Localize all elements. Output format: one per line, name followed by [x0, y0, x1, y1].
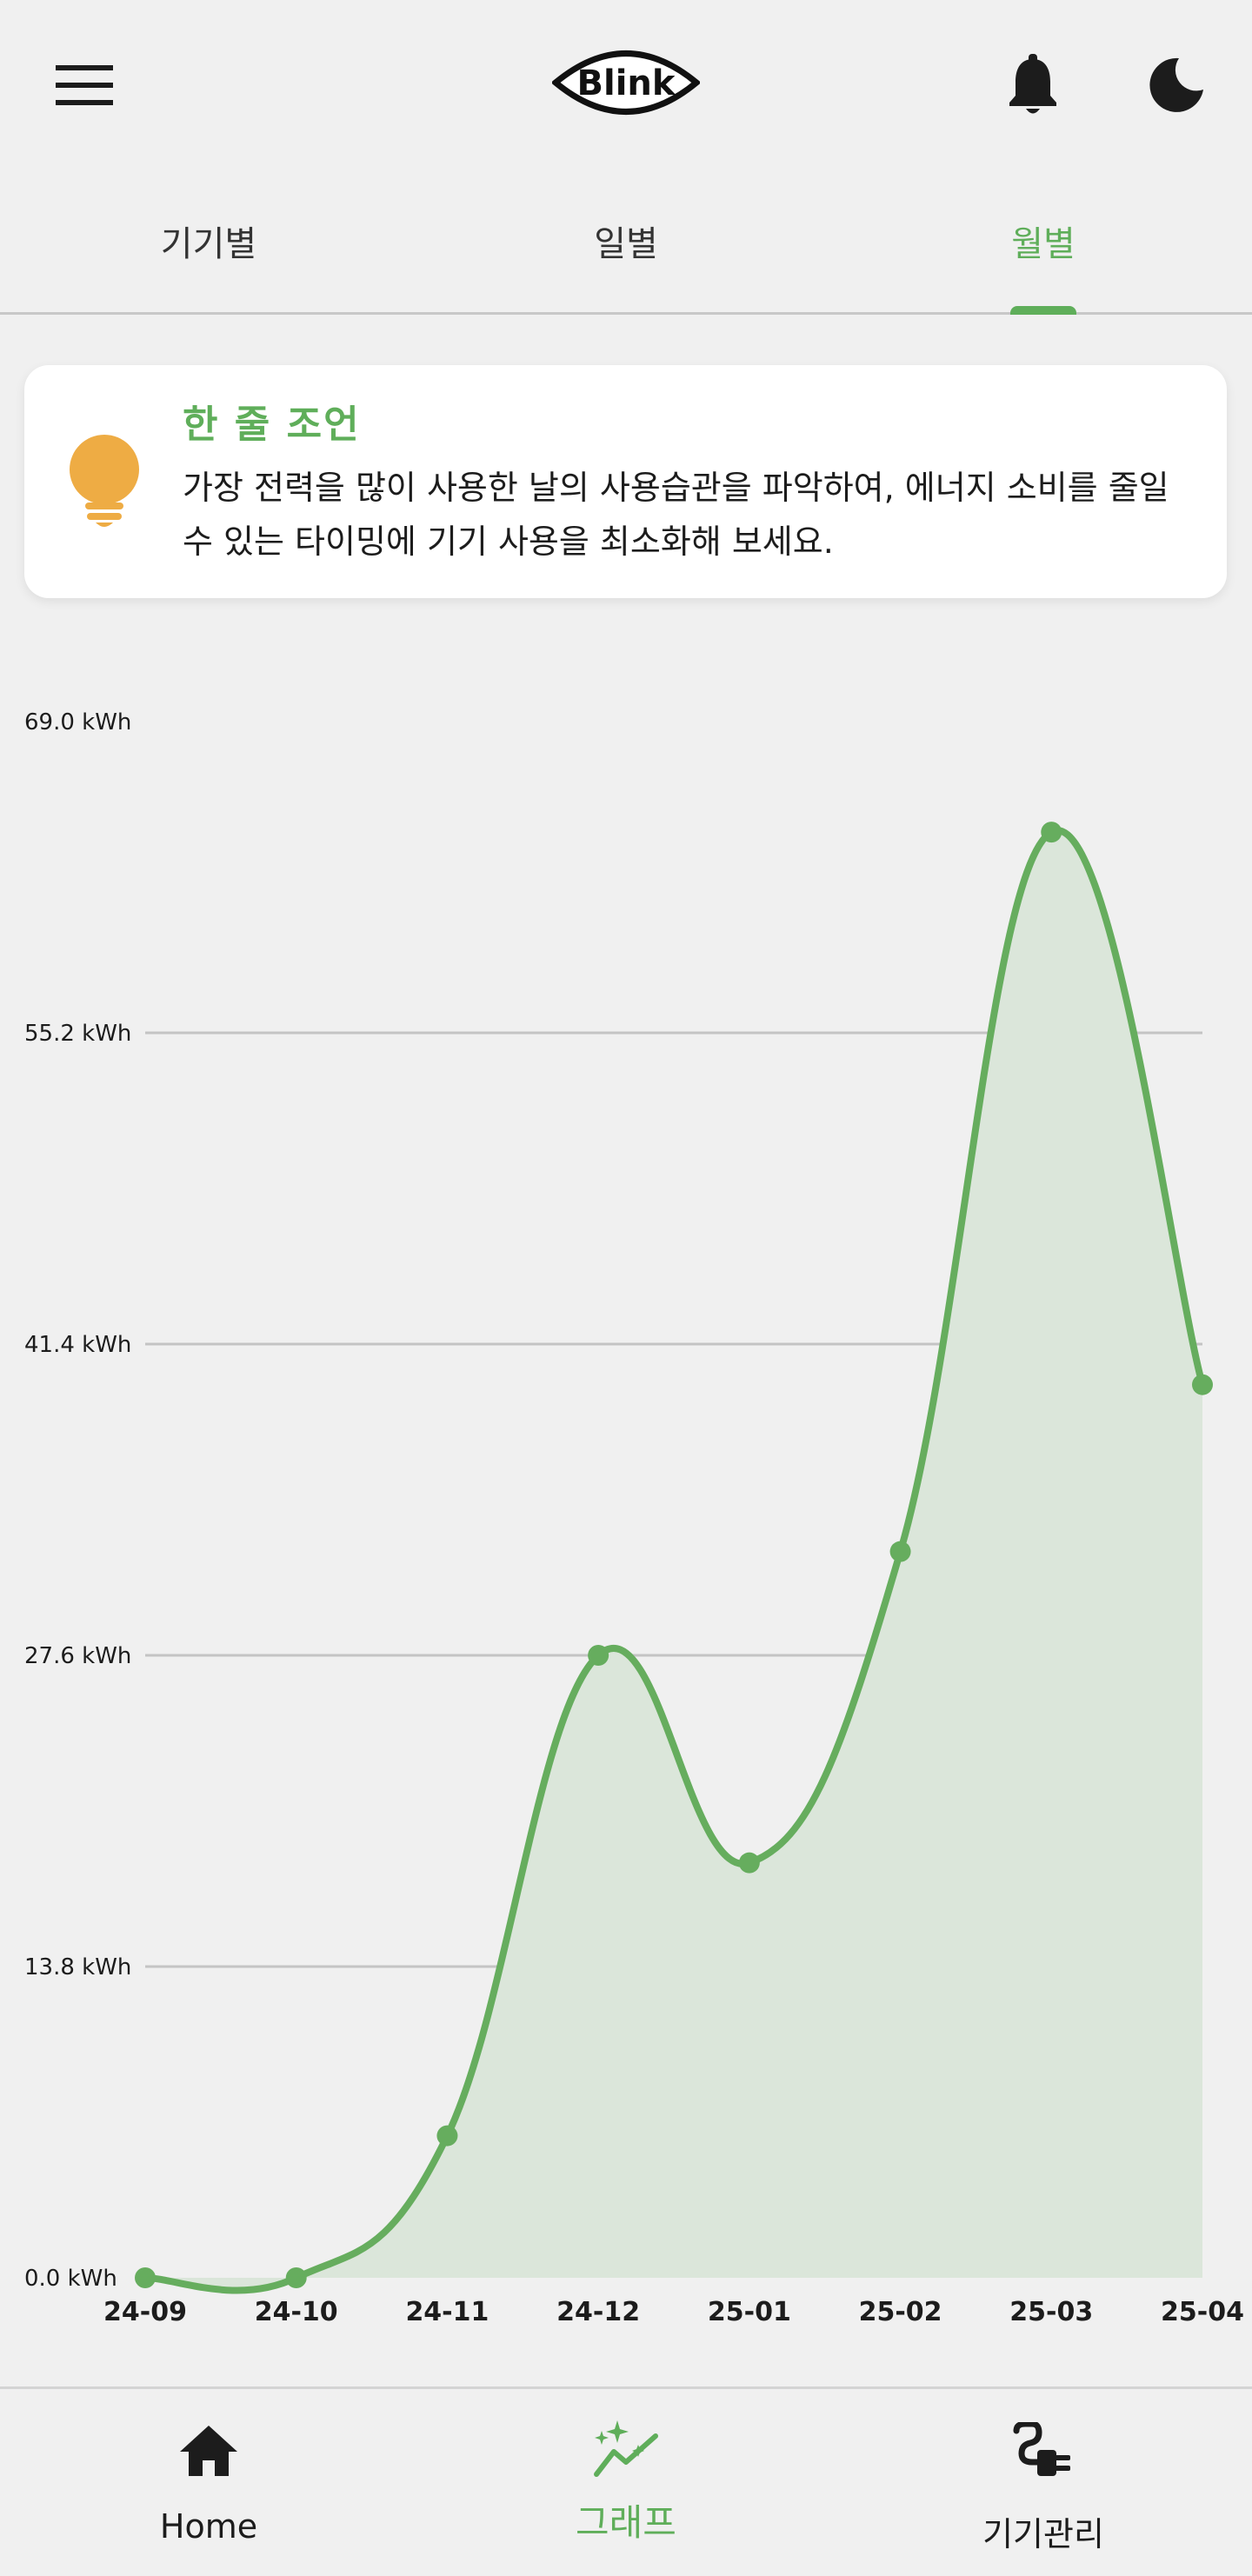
- tab-monthly[interactable]: 월별: [835, 191, 1252, 313]
- active-tab-indicator: [1010, 306, 1076, 315]
- data-point: [889, 1541, 911, 1562]
- x-tick-label: 25-01: [708, 2297, 791, 2327]
- tab-by-device[interactable]: 기기별: [0, 191, 417, 313]
- home-icon: [180, 2426, 237, 2476]
- x-tick-label: 24-09: [103, 2297, 187, 2327]
- tab-daily[interactable]: 일별: [417, 191, 835, 313]
- lightbulb-icon: [70, 435, 139, 527]
- tab-label: 기기별: [160, 224, 257, 264]
- x-tick-label: 24-10: [255, 2297, 338, 2327]
- data-point: [285, 2267, 307, 2288]
- tip-card: 한 줄 조언 가장 전력을 많이 사용한 날의 사용습관을 파악하여, 에너지 …: [24, 365, 1227, 598]
- monthly-usage-chart: 0.0 kWh 13.8 kWh 27.6 kWh 41.4 kWh 55.2 kWh 6…: [24, 709, 1244, 2327]
- menu-button[interactable]: [45, 52, 123, 118]
- nav-device-management[interactable]: 기기관리: [835, 2389, 1252, 2576]
- tab-label: 월별: [1011, 224, 1076, 264]
- tip-title: 한 줄 조언: [183, 403, 361, 447]
- y-tick-label: 13.8 kWh: [24, 1954, 131, 1980]
- tab-divider: [0, 312, 1252, 315]
- tab-label: 일별: [594, 224, 658, 264]
- y-tick-label: 41.4 kWh: [24, 1332, 131, 1358]
- x-tick-label: 25-02: [859, 2297, 942, 2327]
- moon-icon: [1149, 57, 1203, 112]
- x-tick-label: 24-12: [556, 2297, 640, 2327]
- y-tick-label: 69.0 kWh: [24, 709, 131, 736]
- data-point: [436, 2125, 458, 2147]
- app-header: Blink: [0, 0, 1252, 170]
- nav-graph[interactable]: 그래프: [417, 2389, 835, 2576]
- y-tick-label: 55.2 kWh: [24, 1021, 131, 1047]
- data-point: [135, 2267, 156, 2288]
- data-point: [1041, 822, 1062, 843]
- logo-text: Blink: [577, 63, 676, 103]
- data-point: [738, 1852, 760, 1874]
- x-tick-label: 25-04: [1161, 2297, 1244, 2327]
- blink-logo: Blink: [550, 37, 702, 129]
- bottom-nav: Home 그래프 기기관리: [0, 2389, 1252, 2576]
- nav-graph-label: 그래프: [576, 2501, 676, 2544]
- y-tick-label: 0.0 kWh: [24, 2266, 117, 2292]
- data-point: [1192, 1374, 1213, 1395]
- menu-icon: [56, 65, 113, 105]
- period-tabs: 기기별 일별 월별: [0, 191, 1252, 315]
- data-point: [588, 1645, 609, 1666]
- nav-home-label: Home: [159, 2507, 258, 2546]
- x-tick-label: 25-03: [1009, 2297, 1093, 2327]
- notifications-button[interactable]: [991, 48, 1075, 123]
- y-tick-label: 27.6 kWh: [24, 1643, 131, 1669]
- nav-device-management-label: 기기관리: [982, 2515, 1104, 2553]
- theme-toggle-button[interactable]: [1135, 48, 1218, 123]
- series-area-fill: [145, 830, 1202, 2291]
- nav-home[interactable]: Home: [0, 2389, 417, 2576]
- tip-body: 가장 전력을 많이 사용한 날의 사용습관을 파악하여, 에너지 소비를 줄일 …: [183, 469, 1169, 561]
- chart-sparkle-icon: [594, 2420, 658, 2477]
- bottom-nav-divider: [0, 2386, 1252, 2389]
- bell-icon: [1009, 54, 1056, 114]
- plug-icon: [1013, 2422, 1070, 2476]
- x-tick-label: 24-11: [405, 2297, 489, 2327]
